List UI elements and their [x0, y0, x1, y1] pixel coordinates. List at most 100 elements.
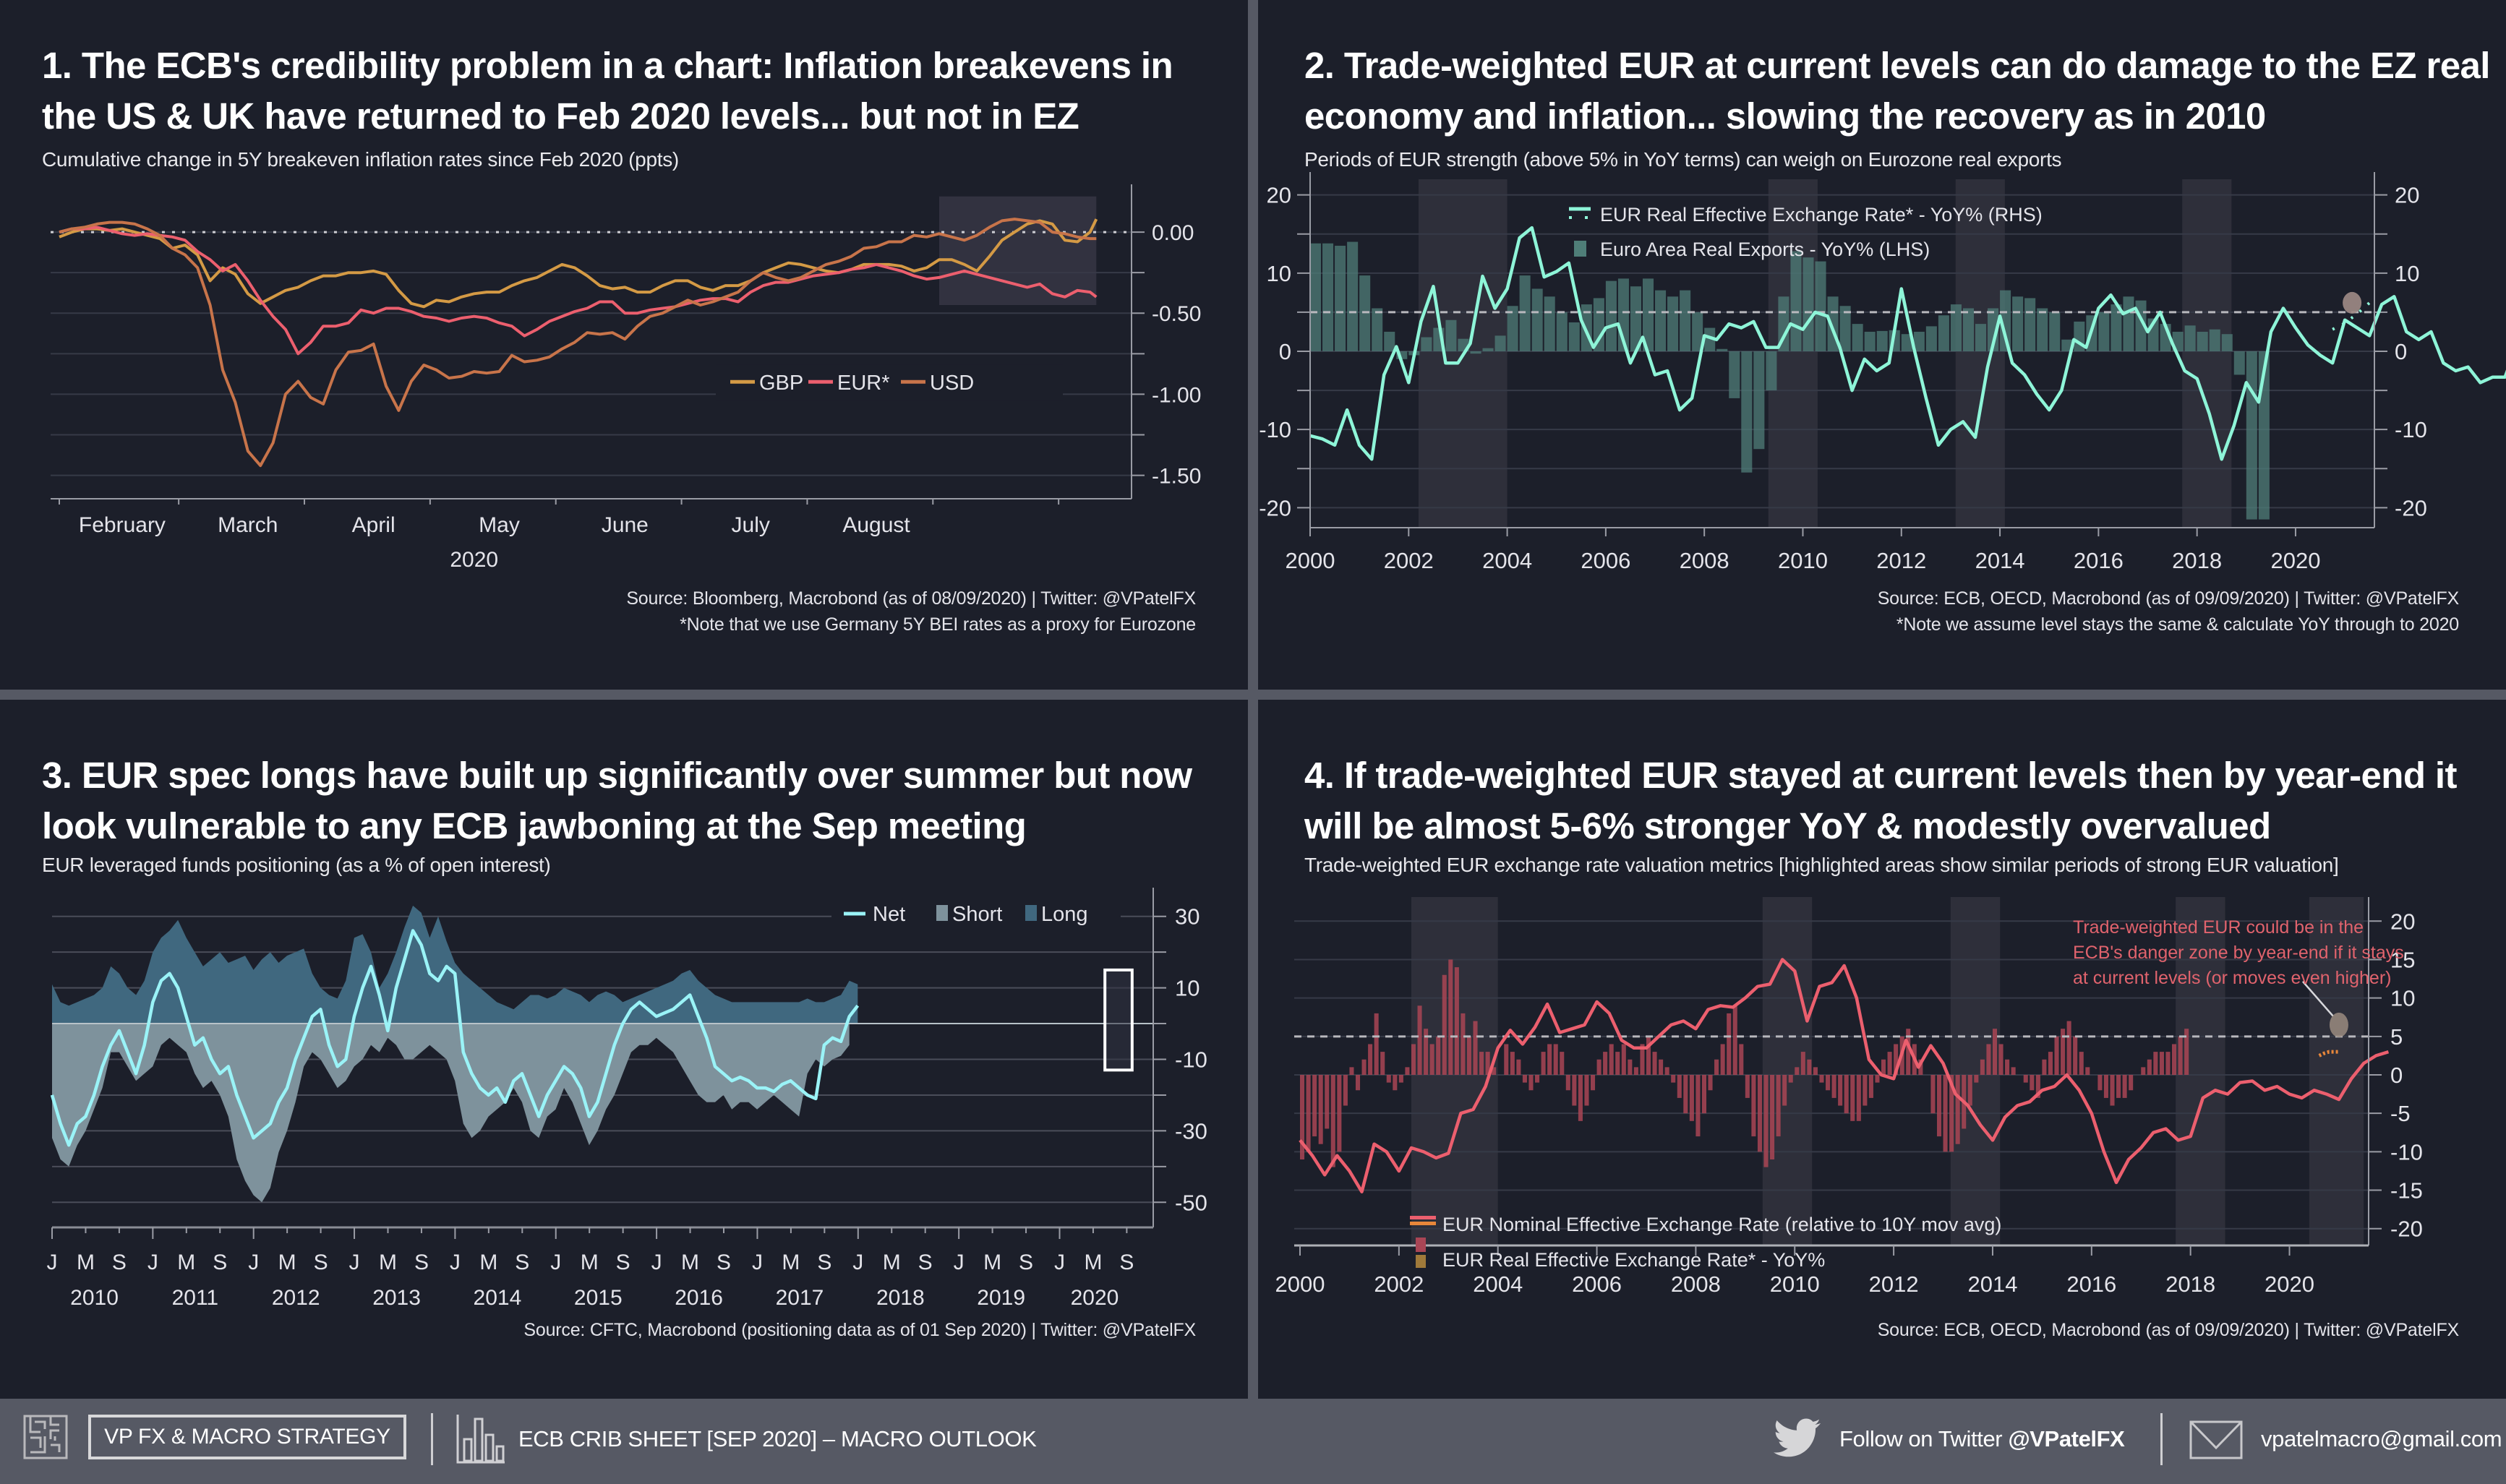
reer-bar — [1300, 1075, 1305, 1159]
reer-line — [1309, 226, 2506, 461]
panel-positioning: 3. EUR spec longs have built up signific… — [0, 700, 1248, 1399]
x-tick-label-year: 2014 — [474, 1286, 522, 1310]
reer-bar — [1405, 1067, 1410, 1075]
footer-bar: VP FX & MACRO STRATEGY ECB CRIB SHEET [S… — [0, 1399, 2506, 1484]
twitter-bird-icon[interactable] — [1774, 1417, 1821, 1459]
reer-bar — [1565, 1075, 1570, 1091]
reer-bar — [2054, 1036, 2059, 1075]
y-tick-label-right: -20 — [2395, 495, 2427, 520]
brand-button[interactable]: VP FX & MACRO STRATEGY — [88, 1415, 406, 1459]
legend-label: EUR Nominal Effective Exchange Rate (rel… — [1442, 1214, 2001, 1235]
reer-bar — [1689, 1075, 1694, 1121]
email-link[interactable]: vpatelmacro@gmail.com — [2261, 1426, 2502, 1451]
reer-bar — [1628, 1059, 1633, 1075]
legend-swatch-neer — [1410, 1216, 1436, 1219]
x-tick-label: April — [352, 513, 395, 537]
x-tick-label: May — [479, 513, 520, 537]
x-tick-label: 2018 — [2172, 548, 2222, 573]
note-line: *Note that we use Germany 5Y BEI rates a… — [680, 614, 1196, 635]
y-tick-label: -1.00 — [1152, 383, 1201, 407]
envelope-icon[interactable] — [2189, 1420, 2243, 1459]
reer-bar — [1943, 1075, 1948, 1152]
reer-bar — [1355, 1075, 1361, 1091]
footer-divider — [2160, 1413, 2163, 1465]
reer-bar — [2165, 1052, 2171, 1075]
y-tick-label: -30 — [1175, 1118, 1207, 1144]
x-tick-label: June — [602, 513, 649, 537]
reer-bar — [1906, 1029, 1911, 1075]
reer-bar — [1615, 1052, 1620, 1075]
reer-bar — [1479, 1052, 1484, 1075]
y-tick-label-right: 20 — [2395, 183, 2419, 208]
reer-bar — [1572, 1075, 1577, 1106]
highlight-box — [938, 196, 1097, 306]
exports-bar — [1605, 280, 1617, 351]
panel-title: 2. Trade-weighted EUR at current levels … — [1304, 45, 2490, 137]
reer-bar — [1522, 1075, 1527, 1083]
exports-bar — [1544, 296, 1555, 351]
exports-bar — [1753, 351, 1765, 450]
panel-subtitle: Periods of EUR strength (above 5% in YoY… — [1304, 148, 2062, 171]
legend-label: GBP — [759, 372, 803, 395]
panel-source: Source: ECB, OECD, Macrobond (as of 09/0… — [1878, 586, 2459, 638]
exports-bar — [1692, 312, 1703, 351]
reer-bar — [1621, 1044, 1626, 1075]
exports-bar — [2098, 312, 2110, 351]
exports-bar — [1852, 324, 1863, 351]
x-tick-label-year: 2016 — [675, 1286, 723, 1310]
x-tick-label: August — [842, 513, 910, 537]
reer-bar — [1671, 1075, 1676, 1083]
x-tick-label: 2010 — [1778, 548, 1828, 573]
exports-bar — [1925, 326, 1937, 351]
series-line-eur — [59, 226, 1098, 356]
exports-bar — [1310, 243, 1322, 351]
source-line: Source: Bloomberg, Macrobond (as of 08/0… — [626, 588, 1196, 609]
highlight-band — [2182, 179, 2232, 528]
exports-bar — [1741, 351, 1753, 473]
exports-bar — [1445, 319, 1457, 351]
exports-bar — [1938, 315, 1949, 351]
reer-bar — [2116, 1075, 2121, 1098]
reer-bar — [1677, 1075, 1682, 1098]
maze-logo-icon — [23, 1415, 68, 1459]
exports-bar — [1482, 348, 1494, 351]
panel-reer-exports: 2. Trade-weighted EUR at current levels … — [1258, 0, 2506, 690]
reer-bar — [1535, 1075, 1540, 1083]
reer-bar — [1751, 1075, 1756, 1137]
reer-bar — [1516, 1059, 1521, 1075]
exports-bar — [1396, 351, 1408, 359]
reer-bar — [1652, 1052, 1657, 1075]
x-tick-label-year: 2015 — [574, 1286, 623, 1310]
y-tick-label: -50 — [1175, 1190, 1207, 1215]
exports-bar — [1704, 327, 1716, 351]
exports-bar — [1790, 251, 1802, 351]
x-tick-label: 2018 — [2165, 1271, 2215, 1297]
reer-bar — [1708, 1075, 1713, 1091]
reer-bar — [1838, 1075, 1843, 1106]
annotation-pointer — [2302, 981, 2334, 1017]
reer-bar — [1337, 1075, 1342, 1152]
reer-bar — [1646, 1036, 1651, 1075]
reer-bar — [1739, 1044, 1744, 1075]
exports-bar — [2037, 308, 2048, 351]
twitter-link[interactable]: Follow on Twitter @VPatelFX — [1839, 1426, 2125, 1452]
reer-bar — [1850, 1075, 1855, 1121]
reer-bar — [1429, 1044, 1434, 1075]
exports-bar — [2012, 296, 2024, 351]
reer-bar — [1436, 1036, 1441, 1075]
x-tick-label-month: S — [515, 1251, 529, 1274]
reer-bar — [1659, 1059, 1664, 1075]
exports-bar — [2123, 296, 2134, 351]
y-tick-label-left: 0 — [1279, 339, 1291, 364]
x-tick-label: 2020 — [2265, 1271, 2314, 1297]
legend-swatch-bar — [1574, 241, 1586, 257]
reer-bar — [2048, 1052, 2053, 1075]
reer-bar — [2085, 1067, 2090, 1075]
x-tick-label: 2006 — [1572, 1271, 1622, 1297]
y-tick-label: -15 — [2390, 1178, 2423, 1204]
exports-bar — [1630, 286, 1641, 351]
x-tick-label-month: S — [817, 1251, 831, 1274]
reer-bar — [1714, 1059, 1719, 1075]
net-line — [50, 929, 860, 1147]
x-tick-label: 2014 — [1975, 548, 2025, 573]
